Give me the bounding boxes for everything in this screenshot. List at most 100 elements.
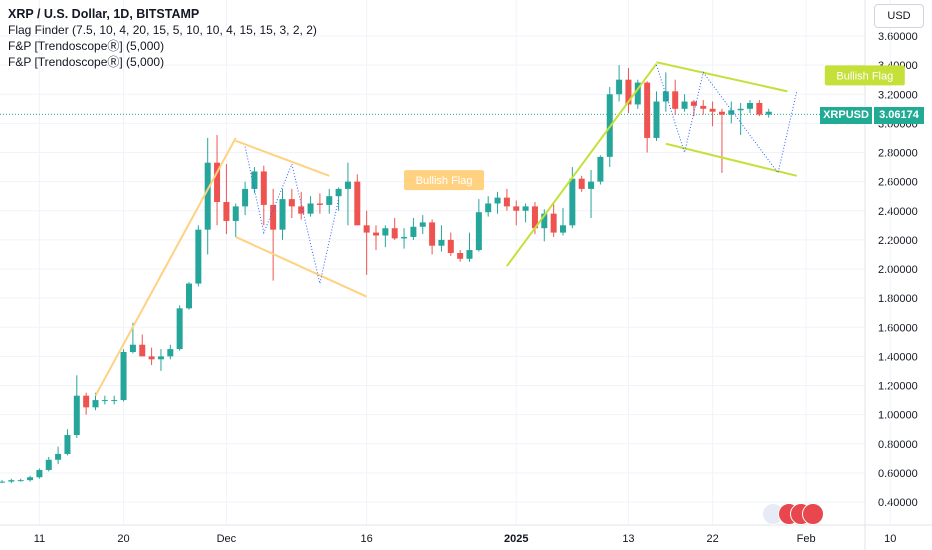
- candle-body[interactable]: [709, 108, 716, 112]
- candle-body[interactable]: [260, 171, 267, 205]
- candle-body[interactable]: [401, 236, 408, 239]
- candle-body[interactable]: [157, 356, 164, 360]
- candle-body[interactable]: [588, 181, 595, 189]
- candle-body[interactable]: [55, 453, 62, 460]
- candle-body[interactable]: [662, 91, 669, 102]
- candle-body[interactable]: [139, 344, 146, 357]
- candle-body[interactable]: [326, 196, 333, 205]
- candle-body[interactable]: [419, 222, 426, 227]
- candle-body[interactable]: [0, 481, 5, 483]
- candle-body[interactable]: [92, 400, 99, 408]
- candle-body[interactable]: [550, 213, 557, 233]
- candle-body[interactable]: [298, 206, 305, 214]
- candle-body[interactable]: [737, 108, 744, 111]
- candle-body[interactable]: [36, 469, 43, 478]
- flag-label[interactable]: Bullish Flag: [824, 65, 905, 86]
- candle-body[interactable]: [728, 110, 735, 115]
- candle-body[interactable]: [204, 162, 211, 230]
- candle-body[interactable]: [373, 232, 379, 236]
- flag-label-text: Bullish Flag: [836, 70, 893, 82]
- candle-body[interactable]: [242, 188, 249, 207]
- candle-body[interactable]: [503, 197, 510, 207]
- candle-body[interactable]: [17, 480, 24, 482]
- candle-body[interactable]: [45, 459, 52, 470]
- candle-body[interactable]: [429, 222, 436, 246]
- candle-body[interactable]: [186, 283, 192, 309]
- candle-body[interactable]: [391, 228, 398, 239]
- candle-body[interactable]: [653, 101, 660, 138]
- candle-body[interactable]: [176, 308, 183, 350]
- candle-body[interactable]: [167, 349, 174, 357]
- candle-body[interactable]: [569, 178, 576, 226]
- candle-body[interactable]: [625, 79, 632, 105]
- y-tick-label: 1.20000: [878, 381, 918, 393]
- x-tick-label: Feb: [797, 533, 816, 545]
- candle-body[interactable]: [307, 203, 314, 214]
- candle-body[interactable]: [560, 225, 566, 233]
- candle-body[interactable]: [129, 344, 136, 353]
- candle-body[interactable]: [382, 228, 389, 236]
- candle-body[interactable]: [541, 213, 548, 229]
- candle-body[interactable]: [438, 239, 445, 246]
- candle-body[interactable]: [288, 199, 295, 207]
- candle-body[interactable]: [447, 239, 454, 253]
- candle-body[interactable]: [8, 480, 15, 482]
- candle-body[interactable]: [195, 229, 202, 284]
- symbol-price-label: XRPUSD: [820, 107, 872, 124]
- candle-body[interactable]: [522, 206, 529, 211]
- candle-body[interactable]: [747, 102, 753, 109]
- candle-body[interactable]: [27, 477, 34, 481]
- candle-body[interactable]: [316, 203, 323, 205]
- candle-body[interactable]: [354, 181, 361, 226]
- chart-title: XRP / U.S. Dollar, 1D, BITSTAMP: [8, 7, 200, 21]
- candle-body[interactable]: [232, 206, 239, 221]
- indicator-fp-2[interactable]: F&P [TrendoscopeⓇ] (5,000): [8, 55, 165, 69]
- candle-body[interactable]: [494, 197, 501, 204]
- currency-button[interactable]: USD: [874, 4, 924, 28]
- flag-lower-line: [235, 236, 368, 298]
- candle-body[interactable]: [344, 181, 351, 189]
- candle-body[interactable]: [644, 82, 651, 138]
- candle-body[interactable]: [756, 102, 763, 115]
- candle-body[interactable]: [457, 252, 464, 259]
- candle-body[interactable]: [64, 435, 71, 454]
- candle-body[interactable]: [251, 171, 258, 189]
- candle-body[interactable]: [83, 395, 90, 408]
- candle-body[interactable]: [597, 156, 604, 182]
- candle-body[interactable]: [279, 199, 286, 230]
- candle-body[interactable]: [672, 91, 679, 109]
- candle-body[interactable]: [634, 82, 641, 105]
- candle-body[interactable]: [101, 400, 108, 402]
- candle-body[interactable]: [616, 79, 623, 95]
- candle-body[interactable]: [335, 188, 342, 197]
- candle-body[interactable]: [681, 101, 688, 109]
- candle-body[interactable]: [531, 206, 538, 229]
- candle-body[interactable]: [214, 162, 221, 203]
- candle-body[interactable]: [148, 356, 155, 360]
- candle-body[interactable]: [111, 400, 118, 402]
- us-flag-icon[interactable]: [802, 503, 824, 525]
- indicator-flag-finder[interactable]: Flag Finder (7.5, 10, 4, 20, 15, 5, 10, …: [8, 23, 317, 37]
- y-tick-label: 2.80000: [878, 148, 918, 160]
- candle-body[interactable]: [363, 225, 370, 233]
- candle-body[interactable]: [120, 352, 127, 401]
- candle-body[interactable]: [578, 178, 585, 189]
- y-tick-label: 3.60000: [878, 31, 918, 43]
- candle-body[interactable]: [73, 395, 80, 436]
- candle-body[interactable]: [485, 203, 492, 213]
- candle-body[interactable]: [718, 111, 725, 115]
- chart-legend: XRP / U.S. Dollar, 1D, BITSTAMP Flag Fin…: [8, 6, 317, 70]
- candle-body[interactable]: [690, 101, 697, 106]
- candle-body[interactable]: [223, 202, 230, 221]
- indicator-fp-1[interactable]: F&P [TrendoscopeⓇ] (5,000): [8, 39, 165, 53]
- candle-body[interactable]: [270, 204, 277, 230]
- candle-body[interactable]: [513, 206, 520, 211]
- last-price-label: 3.06174: [874, 107, 924, 124]
- candle-body[interactable]: [466, 250, 473, 259]
- candle-body[interactable]: [700, 105, 707, 109]
- candle-body[interactable]: [475, 212, 482, 251]
- flag-label[interactable]: Bullish Flag: [404, 170, 485, 191]
- candle-body[interactable]: [765, 111, 772, 115]
- candle-body[interactable]: [410, 226, 417, 237]
